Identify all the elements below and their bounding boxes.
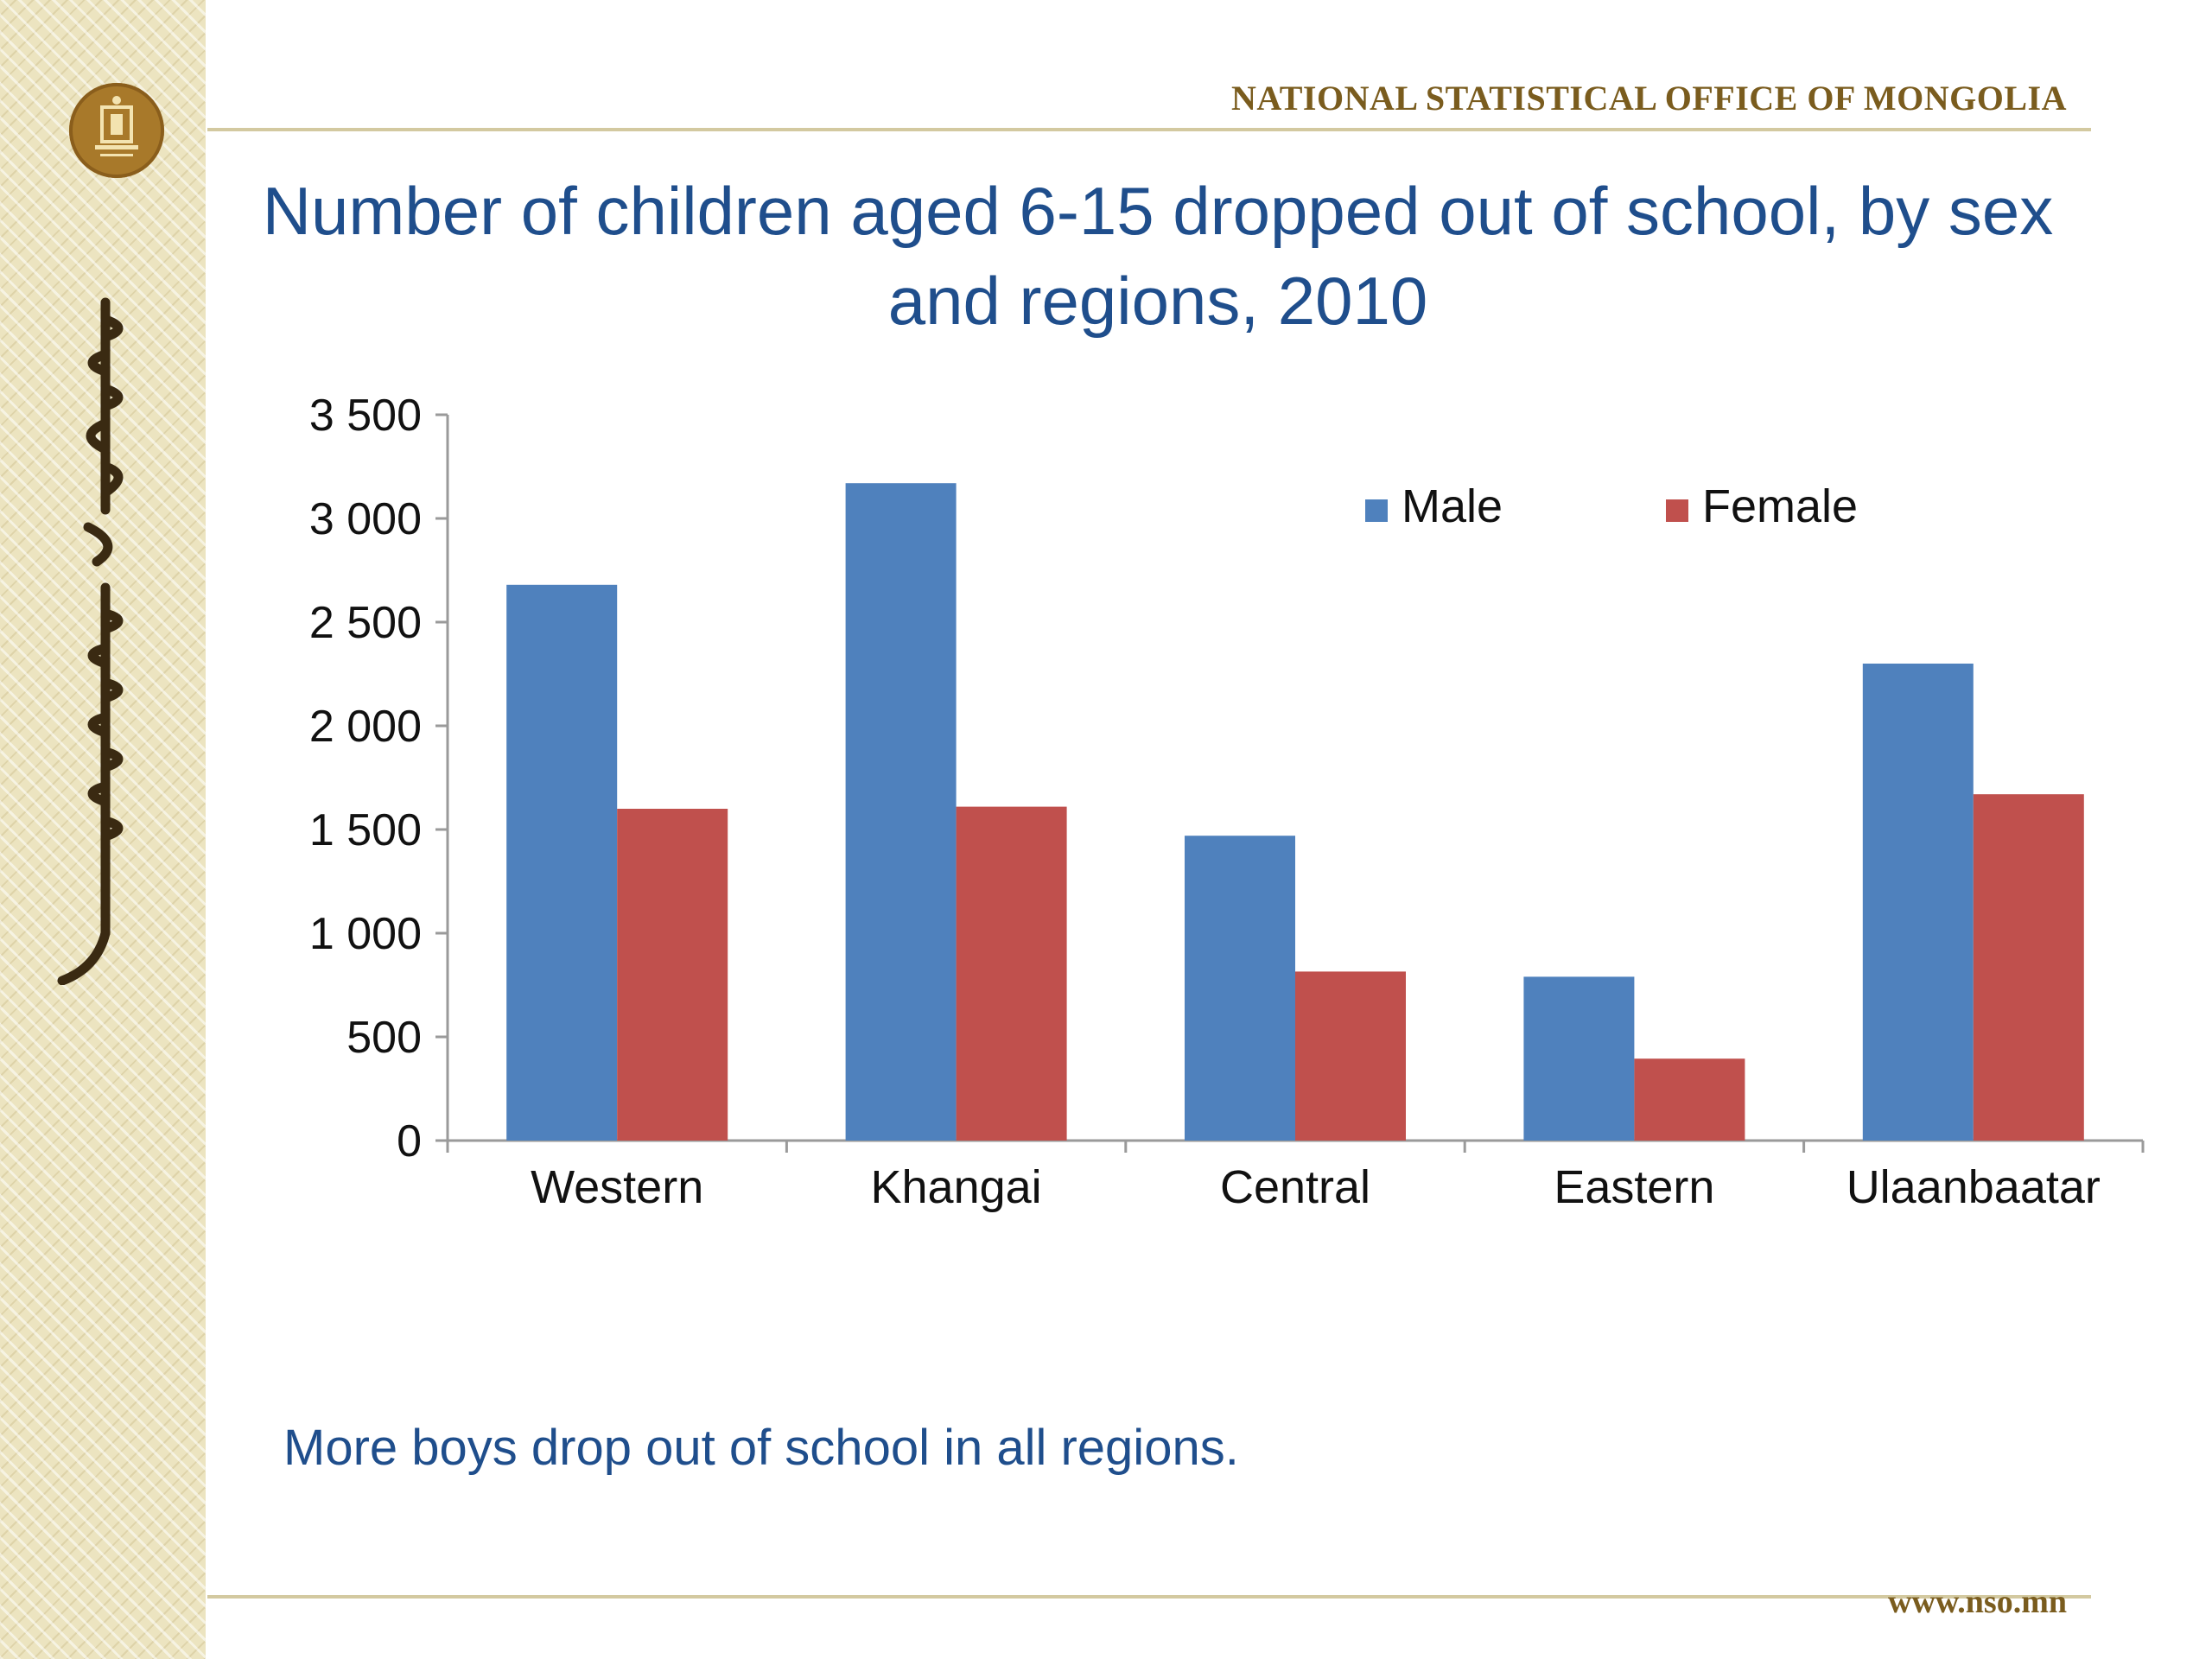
slide-note: More boys drop out of school in all regi… [283, 1420, 1239, 1476]
bar-male [845, 483, 957, 1141]
x-tick-label: Western [531, 1161, 703, 1213]
bar-chart: 0 500 1 000 1 500 2 000 2 500 3 000 3 500 Wester… [242, 380, 2169, 1283]
organization-title: NATIONAL STATISTICAL OFFICE OF MONGOLIA [1230, 79, 2067, 118]
footer-url[interactable]: www.nso.mn [1888, 1584, 2067, 1620]
bar-male [1523, 976, 1635, 1141]
y-tick-label: 0 [397, 1116, 422, 1166]
bar-male [1185, 836, 1295, 1141]
legend-label-male: Male [1402, 480, 1503, 532]
footer-divider [207, 1595, 2091, 1599]
bar-female [1295, 971, 1406, 1141]
mongolian-script-icon [57, 297, 124, 985]
bar-male [506, 584, 618, 1141]
y-tick-label: 2 000 [309, 702, 422, 752]
legend-swatch-male [1365, 499, 1388, 522]
bar-female [1634, 1058, 1745, 1141]
slide-title: Number of children aged 6-15 dropped out… [262, 173, 2054, 339]
bar-female [956, 806, 1067, 1141]
bar-female [1973, 794, 2084, 1141]
y-tick-label: 2 500 [309, 598, 422, 648]
x-tick-label: Eastern [1554, 1161, 1714, 1213]
y-tick-label: 500 [346, 1013, 422, 1063]
x-tick-label: Khangai [871, 1161, 1042, 1213]
x-tick-label: Central [1220, 1161, 1370, 1213]
decorative-sidebar [0, 0, 206, 1659]
legend-label-female: Female [1702, 480, 1858, 532]
legend-swatch-female [1666, 499, 1688, 522]
x-tick-label: Ulaanbaatar [1847, 1161, 2101, 1213]
header-divider [207, 128, 2091, 131]
y-tick-label: 3 000 [309, 494, 422, 544]
bar-female [617, 809, 728, 1141]
y-tick-label: 1 500 [309, 805, 422, 855]
chart-canvas: 0 500 1 000 1 500 2 000 2 500 3 000 3 500 Wester… [309, 391, 2145, 1213]
bar-male [1862, 664, 1974, 1141]
y-tick-label: 1 000 [309, 909, 422, 959]
nso-emblem-icon [69, 83, 164, 178]
y-tick-label: 3 500 [309, 391, 422, 441]
